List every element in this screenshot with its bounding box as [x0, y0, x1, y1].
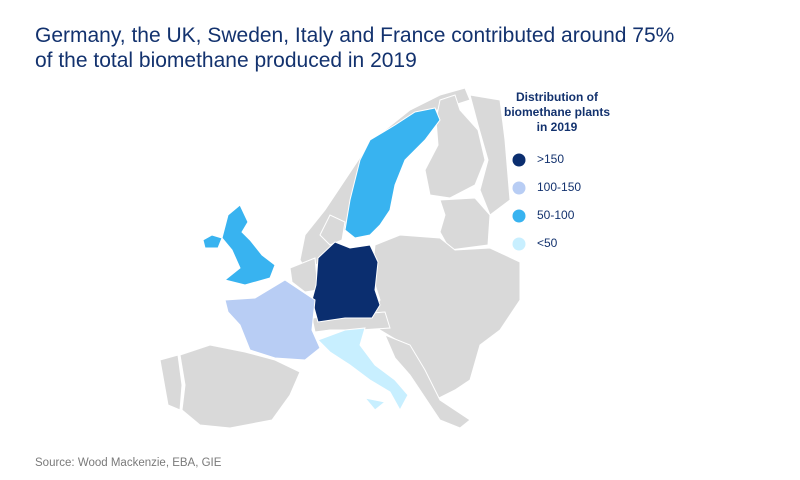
- legend-swatch: [512, 153, 526, 167]
- legend-swatch: [512, 181, 526, 195]
- country: [289, 257, 319, 293]
- title-line: Germany, the UK, Sweden, Italy and Franc…: [35, 24, 674, 47]
- source: Source: Wood Mackenzie, EBA, GIE: [35, 457, 222, 469]
- legend-label: 50-100: [537, 208, 575, 222]
- country: [224, 279, 321, 361]
- country: [221, 204, 276, 286]
- legend-title: in 2019: [537, 120, 578, 134]
- legend-swatch: [512, 209, 526, 223]
- legend-title: Distribution of: [516, 90, 599, 104]
- legend-swatch: [512, 237, 526, 251]
- country: [369, 234, 521, 401]
- legend-label: <50: [537, 236, 558, 250]
- legend-label: >150: [537, 152, 564, 166]
- country: [319, 214, 346, 246]
- map: [159, 87, 521, 429]
- country: [363, 397, 387, 411]
- country: [344, 107, 441, 239]
- legend-title: biomethane plants: [504, 105, 610, 119]
- country: [317, 327, 409, 412]
- country: [159, 354, 183, 411]
- country: [384, 334, 471, 429]
- country: [179, 344, 301, 429]
- country: [439, 197, 491, 251]
- legend-label: 100-150: [537, 180, 581, 194]
- country: [311, 241, 381, 323]
- country: [202, 234, 223, 249]
- legend: Distribution of biomethane plants in 201…: [504, 90, 610, 251]
- title-line: of the total biomethane produced in 2019: [35, 49, 417, 72]
